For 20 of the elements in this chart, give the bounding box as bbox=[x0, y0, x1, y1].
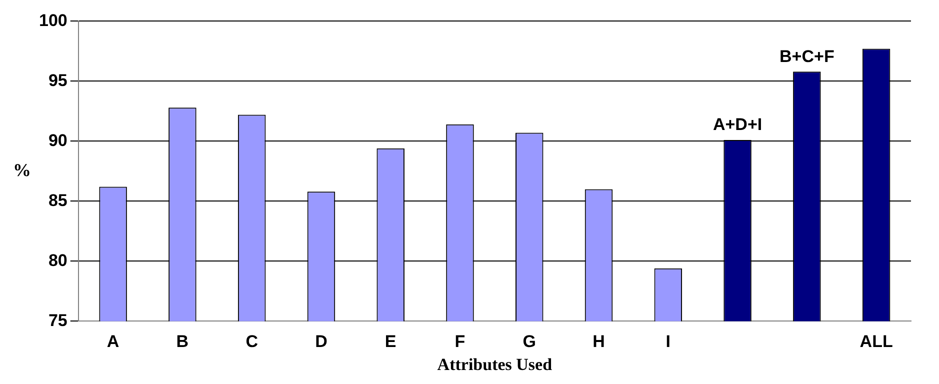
y-axis-title: % bbox=[13, 160, 31, 180]
y-tick-label: 75 bbox=[48, 310, 68, 330]
x-tick-label: A bbox=[106, 332, 120, 352]
annotation: B+C+F bbox=[780, 46, 834, 66]
y-tick-label: 95 bbox=[48, 70, 68, 90]
x-tick-label: C bbox=[246, 332, 258, 352]
x-tick-label: G bbox=[522, 332, 536, 352]
x-tick-label: F bbox=[454, 332, 466, 352]
x-tick-label: H bbox=[592, 332, 605, 352]
x-tick-label: I bbox=[666, 332, 671, 352]
x-axis-title: Attributes Used bbox=[437, 355, 553, 374]
x-tick-label: D bbox=[315, 332, 328, 352]
y-tick-label: 90 bbox=[48, 130, 68, 150]
x-tick-label: E bbox=[384, 332, 396, 352]
x-tick-label: B bbox=[176, 332, 189, 352]
y-tick-label: 100 bbox=[38, 10, 68, 30]
y-tick-label: 85 bbox=[48, 190, 68, 210]
y-tick-label: 80 bbox=[48, 250, 68, 270]
annotation: A+D+I bbox=[712, 115, 762, 134]
x-tick-label: ALL bbox=[860, 332, 893, 352]
